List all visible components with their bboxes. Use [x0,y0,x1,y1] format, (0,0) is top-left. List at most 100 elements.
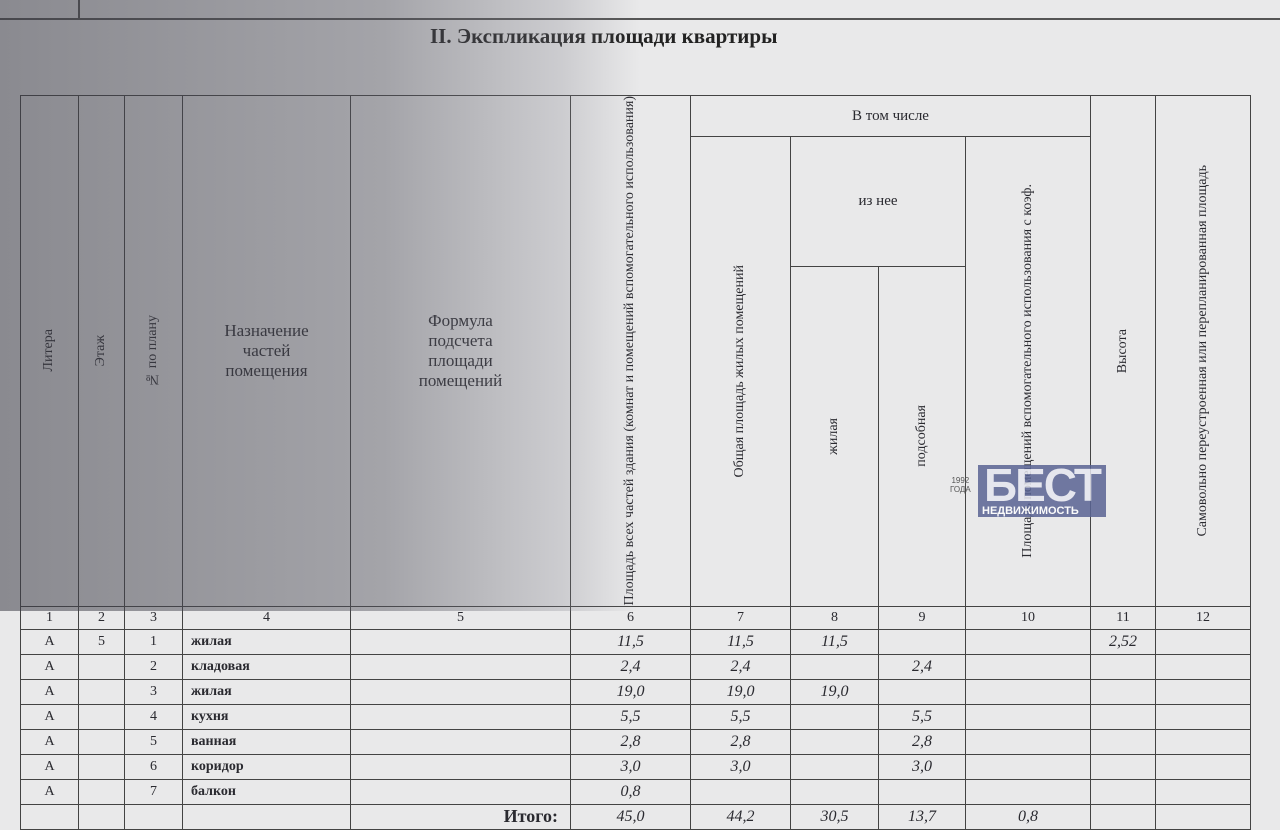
table-cell: 3,0 [570,753,691,780]
header-height: Высота [1090,95,1156,607]
table-cell: 6 [124,753,183,780]
table-cell [1090,728,1156,755]
header-litera: Литера [20,95,79,607]
table-cell [1155,628,1251,655]
header-formula: Формула подсчета площади помещений [350,95,571,607]
table-cell [78,778,125,805]
table-cell: 7 [124,778,183,805]
table-cell: 2 [124,653,183,680]
table-row: А 6 коридор 3,0 3,0 3,0 [20,753,1251,780]
table-cell: 5 [124,728,183,755]
total-c10: 0,8 [965,803,1091,830]
table-cell: ванная [182,728,351,755]
table-cell [965,653,1091,680]
column-number: 7 [690,605,791,630]
column-number: 2 [78,605,125,630]
table-row: А 3 жилая 19,0 19,0 19,0 [20,678,1251,705]
table-cell [690,778,791,805]
header-unauthorized: Самовольно переустроенная или перепланир… [1155,95,1251,607]
table-cell: 2,8 [878,728,966,755]
table-row: А 7 балкон 0,8 [20,778,1251,805]
header-plan-number: № по плану [124,95,183,607]
table-row: А 2 кладовая 2,4 2,4 2,4 [20,653,1251,680]
table-cell [350,653,571,680]
column-number: 8 [790,605,879,630]
column-number: 11 [1090,605,1156,630]
table-cell [78,753,125,780]
header-living-total: Общая площадь жилых помещений [690,136,791,607]
table-cell [350,678,571,705]
table-cell: коридор [182,753,351,780]
table-cell: 11,5 [790,628,879,655]
table-cell [790,728,879,755]
table-cell [78,653,125,680]
table-cell [965,728,1091,755]
table-cell: 5,5 [690,703,791,730]
table-cell [1090,753,1156,780]
total-row: Итого: 45,0 44,2 30,5 13,7 0,8 [20,803,1251,830]
table-cell: А [20,703,79,730]
watermark-logo: БЕСТ НЕДВИЖИМОСТЬ [978,462,1106,517]
column-number: 12 [1155,605,1251,630]
header-subgroup: из нее [790,136,966,267]
table-cell [78,703,125,730]
table-cell [878,628,966,655]
top-table-edge [0,0,1280,20]
table-cell [1155,778,1251,805]
header-total-area: Площадь всех частей здания (комнат и пом… [570,95,691,607]
table-cell [878,778,966,805]
table-cell: кладовая [182,653,351,680]
column-number: 10 [965,605,1091,630]
table-cell: 19,0 [690,678,791,705]
column-number: 3 [124,605,183,630]
total-label: Итого: [350,803,571,830]
column-number: 4 [182,605,351,630]
header-living: жилая [790,265,879,607]
header-auxiliary: Площадь помещений вспомогательного испол… [965,136,1091,607]
table-cell: 2,8 [690,728,791,755]
table-cell: 2,4 [690,653,791,680]
table-cell: 4 [124,703,183,730]
table-row: А 4 кухня 5,5 5,5 5,5 [20,703,1251,730]
table-cell: кухня [182,703,351,730]
column-number: 1 [20,605,79,630]
table-cell [1090,678,1156,705]
table-cell: 5 [78,628,125,655]
table-cell [965,703,1091,730]
table-cell: А [20,753,79,780]
table-cell [790,703,879,730]
table-cell: 5,5 [878,703,966,730]
table-cell [965,628,1091,655]
column-number: 9 [878,605,966,630]
table-cell: 2,4 [570,653,691,680]
table-cell [350,628,571,655]
table-cell: А [20,678,79,705]
table-cell: 0,8 [570,778,691,805]
total-c7: 44,2 [690,803,791,830]
table-cell: 3,0 [878,753,966,780]
table-cell: А [20,778,79,805]
table-cell [878,678,966,705]
table-cell: 2,4 [878,653,966,680]
table-cell [350,728,571,755]
page-title: II. Экспликация площади квартиры [430,24,778,48]
table-cell [78,728,125,755]
table-cell [1090,778,1156,805]
table-cell [1090,653,1156,680]
table-cell: А [20,653,79,680]
table-cell [1155,653,1251,680]
table-cell: 2,8 [570,728,691,755]
table-cell: А [20,728,79,755]
table-cell [1155,728,1251,755]
table-cell [1155,703,1251,730]
table-cell [790,778,879,805]
table-cell: 3,0 [690,753,791,780]
table-row: А 5 ванная 2,8 2,8 2,8 [20,728,1251,755]
table-cell [350,753,571,780]
table-cell: 11,5 [570,628,691,655]
table-cell [790,753,879,780]
table-cell: А [20,628,79,655]
table-cell [790,653,879,680]
watermark-year: 1992 ГОДА [950,476,971,494]
header-floor: Этаж [78,95,125,607]
